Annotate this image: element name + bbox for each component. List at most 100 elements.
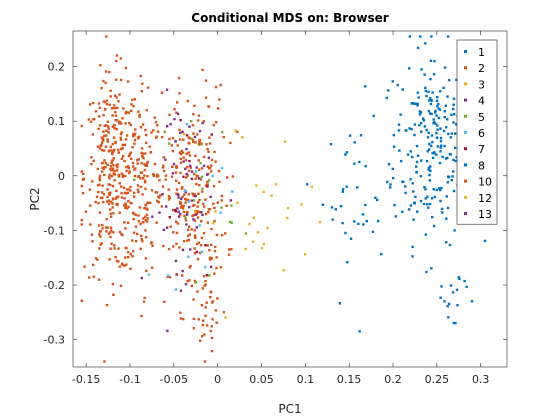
x-tick-label: 0 xyxy=(214,373,221,386)
data-point xyxy=(121,173,124,177)
data-point xyxy=(134,128,137,131)
data-point xyxy=(112,148,115,152)
x-tick-label: 0.1 xyxy=(297,373,315,386)
data-point xyxy=(453,229,456,232)
data-point xyxy=(224,316,227,319)
data-point xyxy=(143,296,146,300)
data-point xyxy=(140,237,143,241)
data-point xyxy=(111,167,115,170)
data-point xyxy=(102,200,105,204)
data-point xyxy=(199,178,203,181)
data-point xyxy=(179,212,182,216)
data-point xyxy=(179,201,182,205)
data-point xyxy=(399,159,403,163)
data-point xyxy=(184,198,188,201)
data-point xyxy=(431,216,434,219)
legend-box xyxy=(456,39,498,225)
data-point xyxy=(182,132,185,136)
data-point xyxy=(97,278,101,281)
data-point xyxy=(424,42,427,45)
data-point xyxy=(425,270,428,274)
data-point xyxy=(211,300,215,303)
data-point xyxy=(209,290,213,293)
data-point xyxy=(210,227,213,231)
data-point xyxy=(139,185,143,189)
data-point xyxy=(338,302,342,305)
data-point xyxy=(392,176,395,180)
data-point xyxy=(137,158,140,161)
data-point xyxy=(179,157,182,161)
data-point xyxy=(133,168,136,171)
data-point xyxy=(149,151,153,154)
data-point xyxy=(198,129,202,133)
data-point xyxy=(188,233,191,236)
data-point xyxy=(187,193,190,196)
data-point xyxy=(115,259,119,263)
data-point xyxy=(361,213,365,216)
data-point xyxy=(216,201,219,204)
data-point xyxy=(411,101,415,105)
data-point xyxy=(416,102,419,106)
data-point xyxy=(101,137,104,141)
data-point xyxy=(124,206,127,209)
data-point xyxy=(231,175,234,178)
data-point xyxy=(274,183,278,186)
data-point xyxy=(102,193,106,196)
data-point xyxy=(173,117,176,121)
data-point xyxy=(104,165,107,169)
data-point xyxy=(209,167,212,170)
data-point xyxy=(102,167,105,170)
data-point xyxy=(161,166,165,169)
data-point xyxy=(411,155,414,159)
data-point xyxy=(106,188,109,191)
data-point xyxy=(179,118,182,122)
data-point xyxy=(433,195,437,199)
data-point xyxy=(364,165,367,168)
data-point xyxy=(137,135,141,138)
data-point xyxy=(439,127,442,130)
data-point xyxy=(470,300,474,303)
data-point xyxy=(194,210,197,213)
data-point xyxy=(136,188,140,191)
x-tick-label: 0.05 xyxy=(249,373,274,386)
data-point xyxy=(98,247,101,250)
data-point xyxy=(364,203,367,207)
data-point xyxy=(181,274,184,277)
data-point xyxy=(119,185,123,188)
data-point xyxy=(387,89,390,92)
data-point xyxy=(181,248,185,252)
data-point xyxy=(341,221,344,225)
data-point xyxy=(208,179,211,182)
data-point xyxy=(118,265,121,268)
data-point xyxy=(202,202,205,206)
legend-label: 1 xyxy=(478,46,485,59)
data-point xyxy=(207,208,211,211)
data-point xyxy=(364,85,367,88)
data-point xyxy=(127,188,130,191)
data-point xyxy=(122,155,125,158)
data-point xyxy=(220,194,223,198)
data-point xyxy=(115,189,118,192)
data-point xyxy=(465,285,468,289)
data-point xyxy=(144,257,148,260)
data-point xyxy=(124,112,128,115)
data-point xyxy=(450,178,453,182)
data-point xyxy=(191,214,194,217)
data-point xyxy=(145,213,149,217)
data-point xyxy=(109,149,112,152)
data-point xyxy=(117,260,120,263)
data-point xyxy=(180,197,183,200)
data-point xyxy=(167,247,171,251)
data-point xyxy=(127,166,131,170)
data-point xyxy=(358,330,361,333)
data-point xyxy=(412,190,415,193)
data-point xyxy=(131,239,134,242)
data-point xyxy=(129,185,132,189)
data-point xyxy=(104,145,108,148)
data-point xyxy=(434,111,437,114)
data-point xyxy=(149,201,152,205)
data-point xyxy=(193,234,197,237)
x-tick-label: 0.15 xyxy=(337,373,362,386)
data-point xyxy=(176,222,180,225)
data-point xyxy=(179,171,182,175)
